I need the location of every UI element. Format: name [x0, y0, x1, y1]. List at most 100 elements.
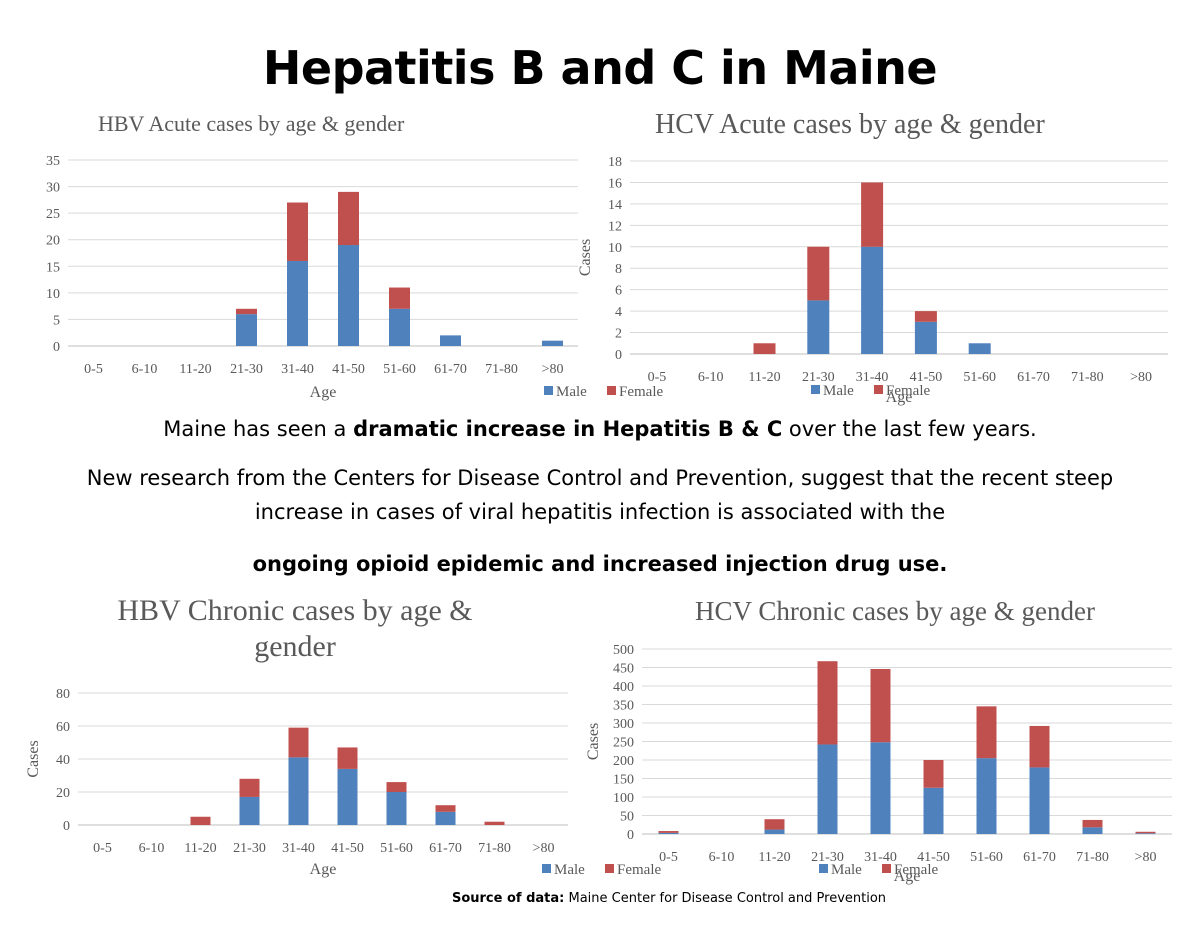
- bar-female: [484, 821, 505, 825]
- x-tick-label: 61-70: [429, 841, 462, 856]
- source-label: Source of data:: [451, 891, 565, 906]
- y-tick-label: 300: [613, 717, 634, 732]
- legend-label-female: Female: [894, 862, 938, 878]
- y-tick-label: 450: [613, 662, 634, 677]
- opioid-statement: ongoing opioid epidemic and increased in…: [252, 552, 948, 576]
- x-tick-label: 6-10: [698, 370, 724, 385]
- bar-male: [1029, 767, 1050, 834]
- bar-male: [236, 314, 257, 346]
- x-tick-label: >80: [1130, 370, 1152, 385]
- bar-female: [190, 816, 211, 825]
- chart-title: HCV Acute cases by age & gender: [655, 109, 1045, 140]
- bar-male: [386, 792, 407, 825]
- chart-hcv-acute: HCV Acute cases by age & gender 0 2 4 6 8 10 12…: [577, 109, 1168, 406]
- legend-label-female: Female: [886, 383, 930, 399]
- bar-female: [807, 246, 830, 301]
- x-tick-label: 41-50: [910, 370, 943, 385]
- x-tick-label: 51-60: [383, 362, 416, 377]
- bar-male: [923, 787, 944, 834]
- x-tick-label: 21-30: [802, 370, 835, 385]
- bar-female: [386, 782, 407, 792]
- bar-female: [338, 191, 359, 246]
- x-tick-label: 31-40: [856, 370, 889, 385]
- x-tick-label: 31-40: [281, 362, 314, 377]
- x-tick-label: 0-5: [648, 370, 667, 385]
- y-tick-label: 15: [46, 260, 60, 275]
- bar-female: [236, 308, 257, 315]
- x-tick-label: 51-60: [380, 841, 413, 856]
- x-tick-label: 21-30: [811, 850, 844, 865]
- bar-male: [817, 744, 838, 834]
- legend-swatch-female: [605, 864, 614, 873]
- legend-label-male: Male: [831, 862, 862, 878]
- bar-male: [764, 829, 785, 834]
- y-tick-label: 30: [46, 181, 60, 196]
- y-tick-label: 200: [613, 754, 634, 769]
- x-tick-label: 71-80: [1076, 850, 1109, 865]
- x-tick-label: 61-70: [1017, 370, 1050, 385]
- y-tick-label: 350: [613, 699, 634, 714]
- y-tick-label: 20: [56, 786, 70, 801]
- research-paragraph: New research from the Centers for Diseas…: [0, 461, 1200, 529]
- x-tick-label: >80: [542, 362, 564, 377]
- y-tick-label: 50: [620, 810, 634, 825]
- bar-male: [389, 308, 410, 346]
- x-axis-title: Age: [310, 384, 337, 401]
- y-tick-label: 6: [615, 284, 622, 299]
- x-tick-label: 6-10: [139, 841, 165, 856]
- research-line-2: increase in cases of viral hepatitis inf…: [254, 500, 946, 524]
- legend-label-male: Male: [823, 383, 854, 399]
- y-tick-label: 25: [46, 207, 60, 222]
- x-tick-label: 51-60: [963, 370, 996, 385]
- y-axis-title: Cases: [577, 239, 594, 276]
- page-title: Hepatitis B and C in Maine: [262, 41, 938, 95]
- bar-male: [914, 321, 937, 354]
- x-tick-label: 11-20: [179, 362, 211, 377]
- legend-swatch-male: [542, 864, 551, 873]
- x-tick-label: 11-20: [758, 850, 790, 865]
- y-tick-label: 0: [63, 819, 70, 834]
- chart-title: HBV Chronic cases by age &: [117, 594, 472, 627]
- x-tick-label: 61-70: [434, 362, 467, 377]
- y-tick-label: 0: [53, 340, 60, 355]
- bar-female: [389, 287, 410, 309]
- bar-female: [923, 760, 944, 788]
- legend-swatch-male: [819, 864, 828, 873]
- chart-hbv-acute: HBV Acute cases by age & gender051015202…: [46, 111, 663, 401]
- bar-male: [542, 340, 563, 346]
- y-tick-label: 18: [608, 155, 622, 170]
- y-tick-label: 4: [615, 305, 622, 320]
- bar-male: [976, 758, 997, 834]
- x-axis-title: Age: [886, 389, 913, 406]
- bar-female: [870, 668, 891, 743]
- x-tick-label: 0-5: [93, 841, 112, 856]
- bar-male: [287, 260, 308, 346]
- legend-swatch-female: [874, 385, 883, 394]
- y-tick-label: 2: [615, 327, 622, 342]
- bar-male: [807, 300, 830, 354]
- x-tick-label: 11-20: [748, 370, 780, 385]
- x-tick-label: 71-80: [478, 841, 511, 856]
- bar-female: [288, 727, 309, 758]
- x-tick-label: >80: [533, 841, 555, 856]
- bar-male: [337, 768, 358, 825]
- bar-female: [658, 831, 679, 833]
- bar-female: [914, 311, 937, 322]
- x-tick-label: 51-60: [970, 850, 1003, 865]
- x-tick-label: 11-20: [184, 841, 216, 856]
- bar-male: [1135, 833, 1156, 834]
- y-tick-label: 0: [615, 348, 622, 363]
- x-tick-label: 31-40: [282, 841, 315, 856]
- source-text: Maine Center for Disease Control and Pre…: [564, 891, 887, 906]
- x-tick-label: 21-30: [230, 362, 263, 377]
- y-tick-label: 10: [608, 241, 622, 256]
- y-tick-label: 100: [613, 791, 634, 806]
- chart-hbv-chronic: HBV Chronic cases by age &gender 0 20 40 60 8…: [25, 594, 661, 878]
- bar-male: [440, 335, 461, 346]
- x-tick-label: 61-70: [1023, 850, 1056, 865]
- y-axis-title: Cases: [585, 723, 602, 760]
- legend-swatch-male: [811, 385, 820, 394]
- intro-text-start: Maine has seen a: [163, 417, 354, 441]
- y-tick-label: 5: [53, 313, 60, 328]
- bar-male: [338, 245, 359, 346]
